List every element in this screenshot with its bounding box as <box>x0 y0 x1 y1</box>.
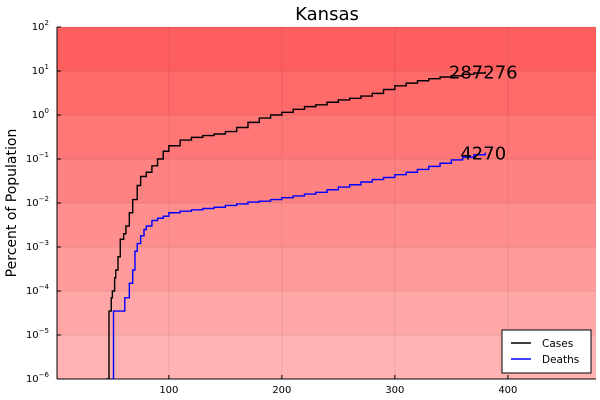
end-labels: 287276 4270 <box>449 63 518 165</box>
background-band <box>57 159 596 203</box>
background-band <box>57 115 596 159</box>
x-tick-label: 400 <box>498 385 517 396</box>
series-layer <box>106 71 486 379</box>
y-tick-label: 100 <box>32 107 49 121</box>
plot-background <box>57 27 596 379</box>
legend: Cases Deaths <box>501 329 592 374</box>
background-band <box>57 71 596 115</box>
y-tick-label: 10−1 <box>26 151 49 165</box>
y-tick-label: 102 <box>32 19 49 33</box>
y-tick-label: 10−6 <box>26 371 50 385</box>
legend-label-cases: Cases <box>542 338 573 350</box>
background-band <box>57 291 596 335</box>
series-line-deaths <box>111 152 486 379</box>
legend-label-deaths: Deaths <box>542 354 579 366</box>
series-line-cases <box>106 71 486 379</box>
y-tick-label: 101 <box>32 63 49 77</box>
y-axis-label: Percent of Population <box>4 129 20 278</box>
chart-title: Kansas <box>295 4 359 25</box>
y-tick-label: 10−3 <box>26 239 49 253</box>
legend-box <box>501 329 592 374</box>
end-label-cases: 287276 <box>449 63 518 84</box>
y-tick-label: 10−4 <box>26 283 50 297</box>
y-axis-ticks: 10−6 10−5 10−4 10−3 10−2 10−1 100 101 102 <box>26 19 61 385</box>
x-tick-label: 100 <box>159 385 178 396</box>
x-tick-label: 200 <box>272 385 291 396</box>
y-tick-label: 10−2 <box>26 195 49 209</box>
background-band <box>57 203 596 247</box>
x-tick-label: 300 <box>385 385 404 396</box>
background-band <box>57 247 596 291</box>
end-label-deaths: 4270 <box>460 144 506 165</box>
background-band <box>57 27 596 71</box>
x-axis-ticks: 100 200 300 400 <box>159 375 517 396</box>
y-tick-label: 10−5 <box>26 327 49 341</box>
